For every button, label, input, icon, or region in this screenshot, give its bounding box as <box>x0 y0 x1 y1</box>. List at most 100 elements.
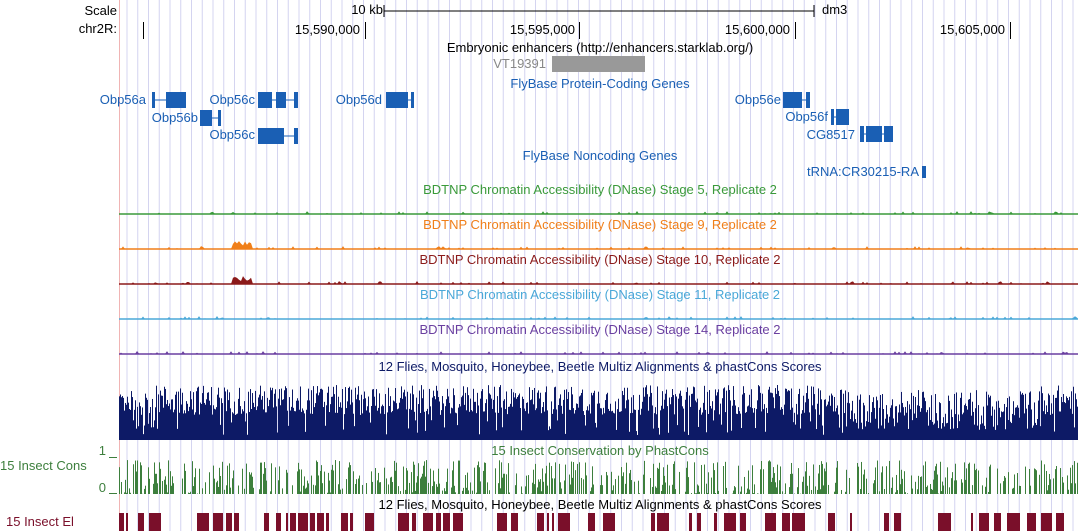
noncoding-gene[interactable] <box>922 166 926 178</box>
multiz-bar <box>1057 390 1058 440</box>
gene-label[interactable]: Obp56d <box>335 92 382 107</box>
multiz-conservation-plot[interactable] <box>119 374 1078 440</box>
multiz-bar <box>197 387 198 440</box>
multiz-bar <box>719 414 720 440</box>
multiz-bar <box>127 396 128 440</box>
multiz-bar <box>559 398 560 440</box>
phastcons-bar <box>547 485 548 494</box>
multiz-bar <box>1031 409 1032 440</box>
enhancers-track-title[interactable]: Embryonic enhancers (http://enhancers.st… <box>446 40 754 55</box>
multiz-bar <box>484 411 485 440</box>
multiz-bar <box>394 401 395 440</box>
multiz-bar <box>993 426 994 440</box>
enhancer-item[interactable] <box>552 56 645 72</box>
gene-exon <box>411 92 414 108</box>
multiz-bar <box>208 392 209 440</box>
phastcons-bar <box>821 461 822 494</box>
ruler-tick-label: 15,600,000 <box>724 22 790 37</box>
phastcons-bar <box>978 470 979 494</box>
phastcons-bar <box>463 487 464 494</box>
dnase-stage5-title[interactable]: BDTNP Chromatin Accessibility (DNase) St… <box>423 182 777 197</box>
multiz-bar <box>371 406 372 440</box>
dnase-stage9-title[interactable]: BDTNP Chromatin Accessibility (DNase) St… <box>423 217 777 232</box>
gene-label[interactable]: Obp56e <box>734 92 781 107</box>
ruler-tick-label: 15,605,000 <box>939 22 1005 37</box>
multiz-bar <box>758 385 759 440</box>
multiz-bar <box>910 409 911 440</box>
phastcons-bar <box>311 475 312 494</box>
gene-label[interactable]: Obp56b <box>151 110 198 125</box>
phastcons-bar <box>127 460 128 494</box>
multiz-bar <box>878 428 879 440</box>
multiz-bar <box>1021 394 1022 440</box>
phastcons-bar <box>331 469 332 494</box>
phastcons-bar <box>476 492 477 494</box>
multiz-bar <box>725 412 726 440</box>
multiz-bar <box>416 397 417 440</box>
multiz-bar <box>366 410 367 440</box>
multiz-bar <box>811 386 812 440</box>
phastcons-bar <box>1008 472 1009 494</box>
noncoding-genes-track-title[interactable]: FlyBase Noncoding Genes <box>522 148 678 163</box>
multiz-bar <box>527 402 528 440</box>
elements-track-title[interactable]: 12 Flies, Mosquito, Honeybee, Beetle Mul… <box>378 497 822 512</box>
phastcons-bar <box>503 473 504 494</box>
phastcons-side-label[interactable]: 15 Insect Cons <box>0 458 87 473</box>
multiz-bar <box>1038 400 1039 440</box>
multiz-bar <box>538 390 539 440</box>
gene-label[interactable]: Obp56c <box>209 92 255 107</box>
multiz-bar <box>832 395 833 440</box>
multiz-bar <box>426 410 427 440</box>
multiz-bar <box>722 398 723 440</box>
multiz-bar <box>789 390 790 440</box>
elements-side-label[interactable]: 15 Insect El <box>6 514 74 529</box>
multiz-bar <box>136 428 137 440</box>
multiz-bar <box>778 390 779 440</box>
multiz-bar <box>373 389 374 440</box>
coding-genes-track-title[interactable]: FlyBase Protein-Coding Genes <box>510 76 690 91</box>
multiz-bar <box>438 397 439 440</box>
phastcons-bar <box>1003 481 1004 494</box>
conserved-elements[interactable] <box>119 513 1078 531</box>
phastcons-bar <box>570 484 571 494</box>
phastcons-bar <box>688 477 689 494</box>
enhancer-item-label[interactable]: VT19391 <box>493 56 546 71</box>
multiz-bar <box>605 400 606 440</box>
multiz-bar <box>561 405 562 440</box>
gene-label[interactable]: Obp56f <box>785 109 828 124</box>
phastcons-bar <box>405 489 406 494</box>
phastcons-bar <box>643 474 644 494</box>
phastcons-track-title[interactable]: 15 Insect Conservation by PhastCons <box>491 443 709 458</box>
multiz-bar <box>143 434 144 440</box>
multiz-track-title[interactable]: 12 Flies, Mosquito, Honeybee, Beetle Mul… <box>378 359 822 374</box>
multiz-bar <box>530 400 531 440</box>
dnase-stage14-title[interactable]: BDTNP Chromatin Accessibility (DNase) St… <box>419 322 781 337</box>
multiz-bar <box>934 423 935 440</box>
dnase-stage10-title[interactable]: BDTNP Chromatin Accessibility (DNase) St… <box>419 252 781 267</box>
multiz-bar <box>483 411 484 440</box>
phastcons-bar <box>398 486 399 494</box>
gene-label[interactable]: CG8517 <box>806 127 855 142</box>
gene-models[interactable] <box>0 0 1078 200</box>
phastcons-bar <box>662 484 663 494</box>
phastcons-bar <box>941 491 942 494</box>
noncoding-gene-label[interactable]: tRNA:CR30215-RA <box>807 164 919 179</box>
multiz-bar <box>687 387 688 440</box>
gene-label[interactable]: Obp56a <box>99 92 146 107</box>
multiz-bar <box>557 420 558 440</box>
phastcons-bar <box>602 485 603 494</box>
multiz-bar <box>1041 386 1042 440</box>
multiz-bar <box>611 411 612 440</box>
multiz-bar <box>1025 393 1026 440</box>
phastcons-bar <box>590 491 591 494</box>
dnase-stage11-title[interactable]: BDTNP Chromatin Accessibility (DNase) St… <box>419 287 781 302</box>
phastcons-bar <box>976 468 977 494</box>
gene-exon <box>806 92 810 108</box>
multiz-bar <box>223 434 224 440</box>
multiz-bar <box>259 394 260 440</box>
phastcons-bar <box>780 466 781 494</box>
phastcons-plot[interactable] <box>119 458 1078 494</box>
gene-label[interactable]: Obp56c <box>209 127 255 142</box>
